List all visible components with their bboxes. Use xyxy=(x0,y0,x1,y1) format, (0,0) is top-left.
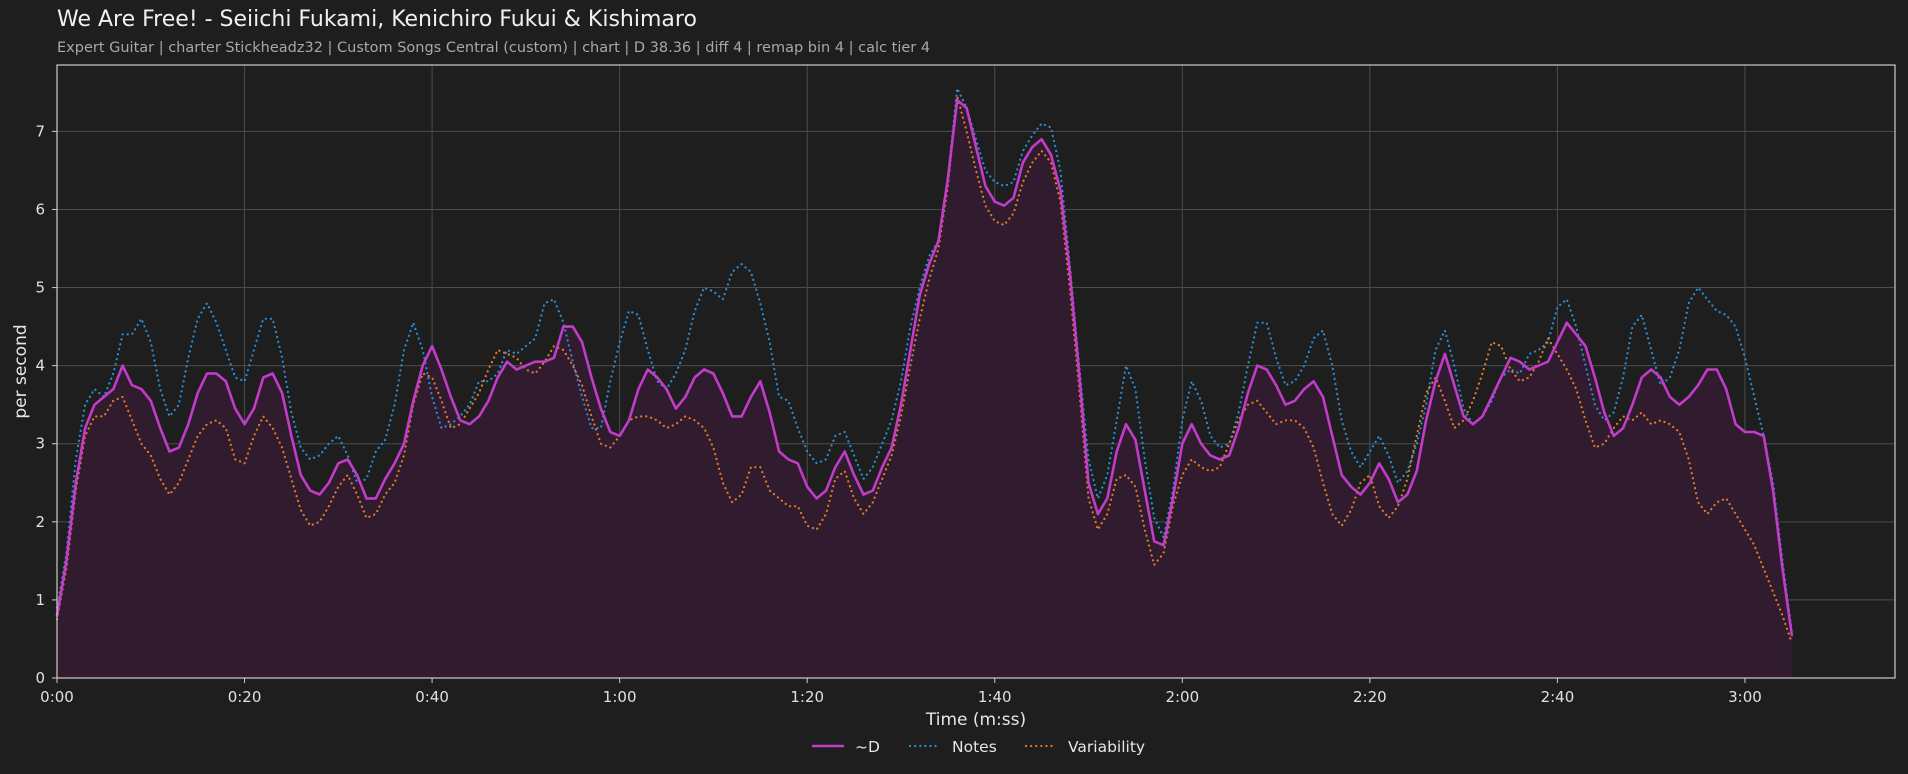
legend-label: ~D xyxy=(855,738,880,756)
y-axis-ticks: 0 1 2 3 4 5 6 7 xyxy=(35,122,57,687)
y-tick-label: 7 xyxy=(35,122,45,140)
y-tick-label: 3 xyxy=(35,435,45,453)
y-tick-label: 6 xyxy=(35,200,45,218)
axes-frame xyxy=(56,64,1896,679)
legend-item-d[interactable]: ~D xyxy=(811,738,880,756)
x-axis-label: Time (m:ss) xyxy=(925,710,1026,730)
x-tick-label: 1:40 xyxy=(978,688,1012,706)
plot-frame xyxy=(56,64,1896,679)
legend-item-notes[interactable]: Notes xyxy=(908,738,997,756)
y-tick-label: 0 xyxy=(35,669,45,687)
legend-item-variability[interactable]: Variability xyxy=(1024,738,1145,756)
y-tick-label: 2 xyxy=(35,513,45,531)
area-fill xyxy=(57,100,1792,679)
x-tick-label: 1:20 xyxy=(790,688,824,706)
x-tick-label: 0:20 xyxy=(228,688,262,706)
d-area-fill xyxy=(57,100,1792,679)
series-line-notes xyxy=(55,87,1793,633)
legend-label: Notes xyxy=(952,738,997,756)
x-tick-label: 3:00 xyxy=(1728,688,1762,706)
series-lines xyxy=(55,87,1794,644)
x-tick-label: 0:40 xyxy=(415,688,449,706)
chart-title: We Are Free! - Seiichi Fukami, Kenichiro… xyxy=(57,7,697,32)
x-tick-label: 1:00 xyxy=(603,688,637,706)
legend[interactable]: ~D Notes Variability xyxy=(811,738,1145,756)
x-axis-ticks: 0:00 0:20 0:40 1:00 1:20 1:40 2:00 2:20 2:40 3:00 xyxy=(40,678,1762,706)
y-tick-label: 5 xyxy=(35,279,45,297)
x-tick-label: 2:40 xyxy=(1541,688,1575,706)
y-tick-label: 1 xyxy=(35,591,45,609)
chart-subtitle: Expert Guitar | charter Stickheadz32 | C… xyxy=(57,40,931,56)
y-axis-label: per second xyxy=(11,324,31,418)
x-tick-label: 0:00 xyxy=(40,688,74,706)
x-tick-label: 2:00 xyxy=(1165,688,1199,706)
x-tick-label: 2:20 xyxy=(1353,688,1387,706)
series-line-d xyxy=(55,98,1794,637)
legend-label: Variability xyxy=(1068,738,1145,756)
y-tick-label: 4 xyxy=(35,357,45,375)
